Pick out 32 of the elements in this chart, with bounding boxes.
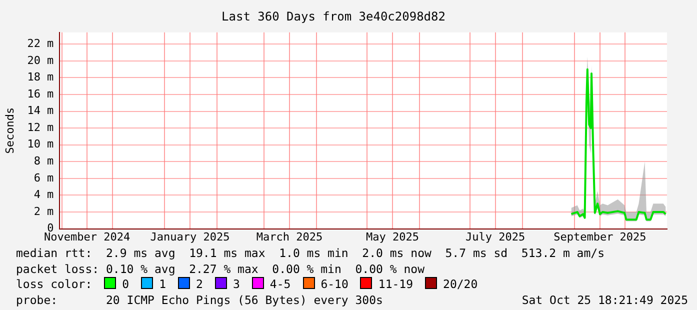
x-tick-label: March 2025	[256, 230, 323, 244]
x-tick-label: September 2025	[554, 230, 646, 244]
y-tick-label: 8 m	[34, 154, 54, 168]
x-tick-label: November 2024	[44, 230, 131, 244]
text: packet loss: 0.10 % avg 2.27 % max 0.00 % min 0.00 % now	[16, 262, 424, 276]
y-tick-label: 2 m	[34, 204, 54, 218]
text: loss color:	[16, 277, 92, 291]
text: 6-10	[320, 277, 348, 291]
y-tick-label: 12 m	[27, 120, 54, 134]
text: 1	[159, 277, 166, 291]
y-tick-label: 4 m	[34, 188, 54, 202]
y-tick-label: 10 m	[27, 138, 54, 151]
y-tick-label: 18 m	[27, 70, 54, 84]
text: 20/20	[443, 277, 478, 291]
text: 4-5	[270, 277, 291, 291]
x-tick-label: January 2025	[150, 230, 230, 244]
text: probe: 20 ICMP Echo Pings (56 Bytes) every 300s	[16, 292, 383, 306]
x-tick-label: May 2025	[366, 230, 419, 244]
y-tick-label: 6 m	[34, 171, 54, 184]
y-tick-label: 16 m	[27, 87, 54, 100]
y-tick-label: 14 m	[27, 104, 54, 118]
y-axis-title: Seconds	[3, 107, 16, 154]
text: 0	[122, 277, 130, 291]
chart-title: Last 360 Days from 3e40c2098d82	[222, 9, 446, 24]
y-tick-label: 20 m	[27, 54, 54, 67]
text: median rtt: 2.9 ms avg 19.1 ms max 1.0 ms min 2.0 ms now 5.7 ms sd 513.2 m am/s	[16, 246, 605, 260]
text: 11-19	[378, 277, 414, 291]
x-tick-label: July 2025	[466, 230, 526, 244]
text: 3	[232, 277, 240, 291]
y-tick-label: 22 m	[27, 37, 54, 50]
text: 2	[196, 277, 203, 291]
text: Sat Oct 25 18:21:49 2025	[522, 292, 688, 308]
